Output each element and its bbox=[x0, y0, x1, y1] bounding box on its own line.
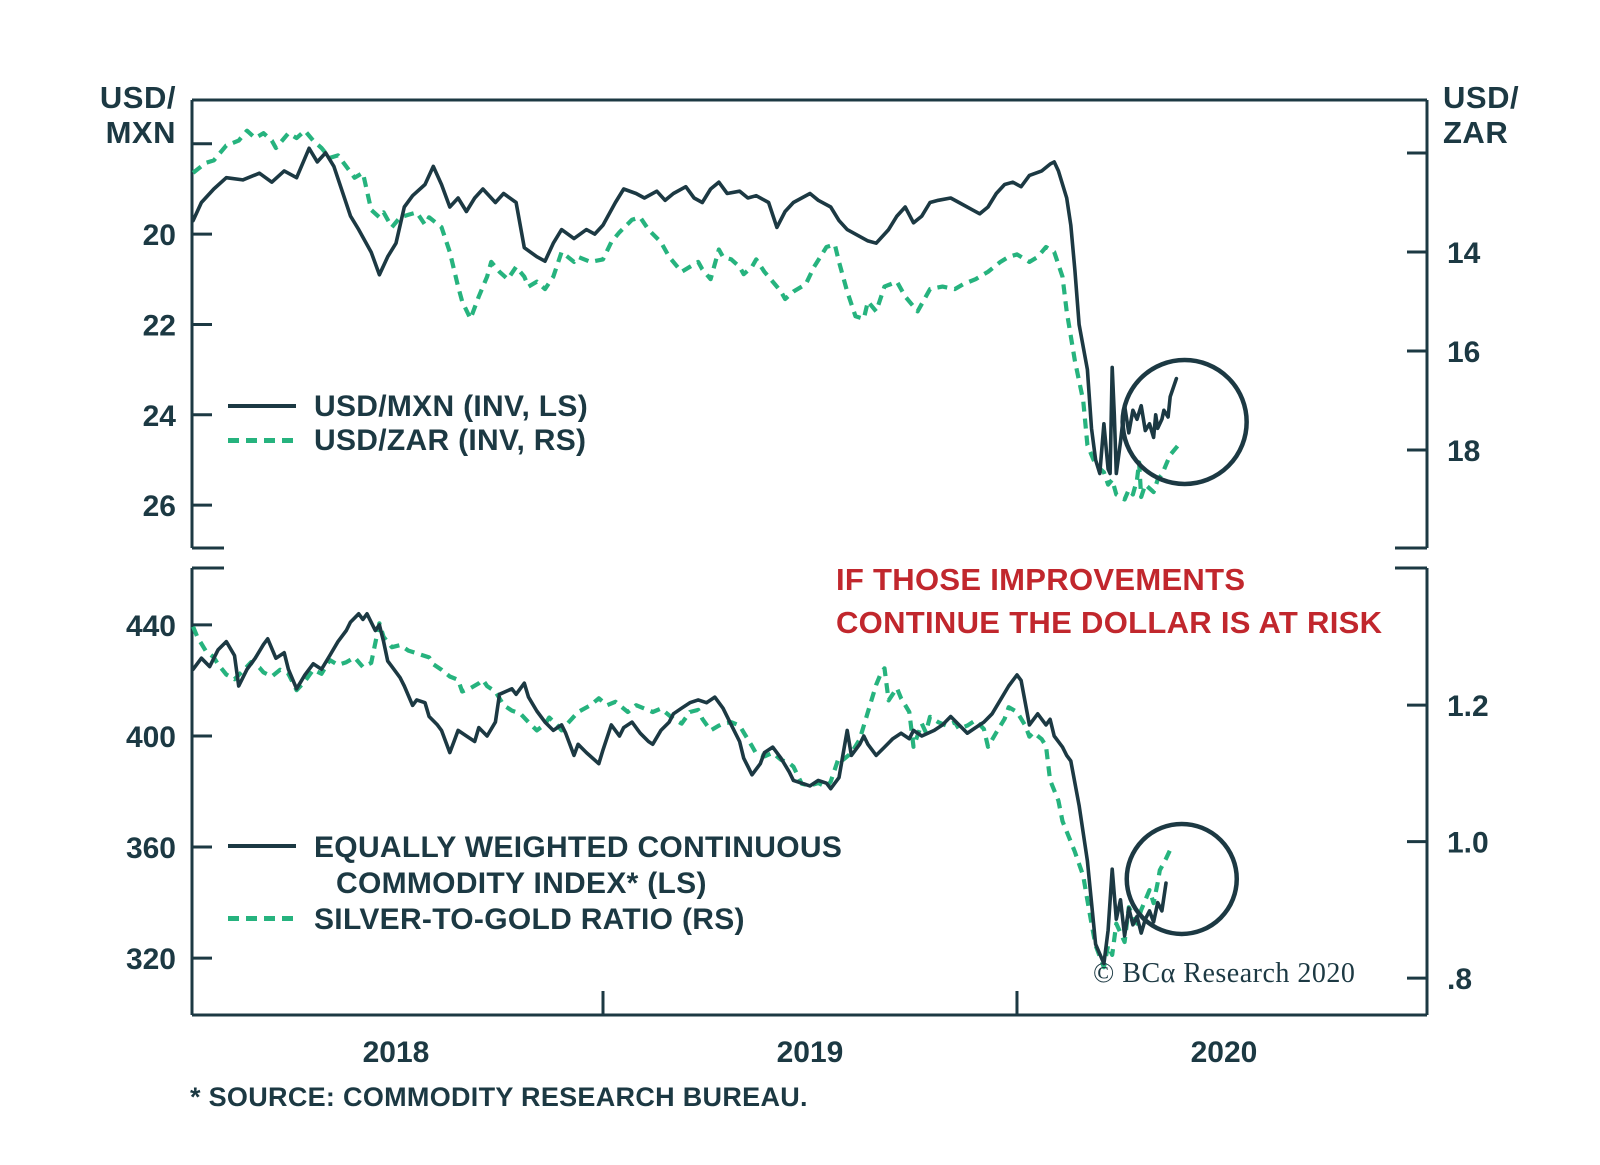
right-axis-title-line1: USD/ bbox=[1443, 80, 1520, 115]
risk-annotation-line1: IF THOSE IMPROVEMENTS bbox=[836, 562, 1246, 597]
right-tick-label: 1.0 bbox=[1447, 827, 1489, 860]
legend-label-cci-line2: COMMODITY INDEX* (LS) bbox=[336, 867, 707, 900]
left-axis-title-line2: MXN bbox=[105, 115, 176, 150]
solid-series-line bbox=[191, 611, 1168, 966]
solid-line-swatch bbox=[228, 404, 296, 408]
bca-copyright: © BCα Research 2020 bbox=[1093, 958, 1356, 989]
legend-label-silver-gold: SILVER-TO-GOLD RATIO (RS) bbox=[314, 903, 745, 936]
x-axis-label-2019: 2019 bbox=[776, 1036, 844, 1069]
right-axis-title-line2: ZAR bbox=[1443, 115, 1509, 150]
source-footnote: * SOURCE: COMMODITY RESEARCH BUREAU. bbox=[190, 1082, 808, 1112]
right-tick-label: 1.2 bbox=[1447, 690, 1489, 723]
axis-ticks bbox=[192, 142, 1427, 1015]
legend-item-usdmxn: USD/MXN (INV, LS) bbox=[228, 390, 588, 424]
x-axis-label-2020: 2020 bbox=[1190, 1036, 1258, 1069]
left-tick-label: 22 bbox=[143, 309, 176, 342]
right-tick-label: 16 bbox=[1447, 336, 1480, 369]
legend-top-panel: USD/MXN (INV, LS) USD/ZAR (INV, RS) bbox=[228, 390, 588, 458]
dashed-line-swatch bbox=[228, 438, 296, 443]
risk-annotation: IF THOSE IMPROVEMENTS CONTINUE THE DOLLA… bbox=[836, 558, 1382, 644]
legend-label-cci-line1: EQUALLY WEIGHTED CONTINUOUS bbox=[314, 831, 843, 864]
left-axis-title: USD/ MXN bbox=[66, 80, 176, 150]
annotation-circles bbox=[1120, 357, 1249, 937]
left-tick-label: 400 bbox=[126, 721, 176, 754]
right-tick-label: 18 bbox=[1447, 435, 1480, 468]
legend-item-cci: EQUALLY WEIGHTED CONTINUOUS COMMODITY IN… bbox=[228, 830, 842, 902]
panel2-right-axis bbox=[1395, 566, 1429, 1015]
panel2-left-axis bbox=[190, 566, 224, 1015]
highlight-circle bbox=[1120, 357, 1249, 487]
dashed-line-swatch bbox=[228, 916, 296, 921]
x-axis-label-2018: 2018 bbox=[362, 1036, 430, 1069]
left-tick-label: 24 bbox=[143, 400, 177, 433]
legend-label-cci: EQUALLY WEIGHTED CONTINUOUS COMMODITY IN… bbox=[314, 830, 842, 902]
data-series bbox=[191, 128, 1181, 970]
left-axis-title-line1: USD/ bbox=[99, 80, 176, 115]
left-tick-label: 26 bbox=[143, 490, 176, 523]
legend-item-usdzar: USD/ZAR (INV, RS) bbox=[228, 424, 588, 458]
left-tick-label: 440 bbox=[126, 610, 176, 643]
risk-annotation-line2: CONTINUE THE DOLLAR IS AT RISK bbox=[836, 605, 1383, 640]
legend-label-usdzar: USD/ZAR (INV, RS) bbox=[314, 424, 587, 457]
legend-item-silver-gold: SILVER-TO-GOLD RATIO (RS) bbox=[228, 902, 842, 938]
right-tick-label: .8 bbox=[1447, 963, 1472, 996]
axis-tick-labels: 20 22 24 26 14 16 18 440 400 360 320 1.2 1.0 .8 bbox=[126, 219, 1489, 996]
left-tick-label: 320 bbox=[126, 943, 176, 976]
dashed-series-line bbox=[191, 128, 1181, 502]
right-axis-title: USD/ ZAR bbox=[1443, 80, 1519, 150]
legend-label-usdmxn: USD/MXN (INV, LS) bbox=[314, 390, 589, 423]
legend-bottom-panel: EQUALLY WEIGHTED CONTINUOUS COMMODITY IN… bbox=[228, 830, 842, 938]
panel1-right-axis bbox=[1395, 100, 1429, 550]
highlight-circle bbox=[1124, 821, 1239, 937]
right-tick-label: 14 bbox=[1447, 237, 1481, 270]
solid-line-swatch bbox=[228, 844, 296, 848]
left-tick-label: 360 bbox=[126, 832, 176, 865]
left-tick-label: 20 bbox=[143, 219, 176, 252]
solid-series-line bbox=[191, 146, 1179, 476]
